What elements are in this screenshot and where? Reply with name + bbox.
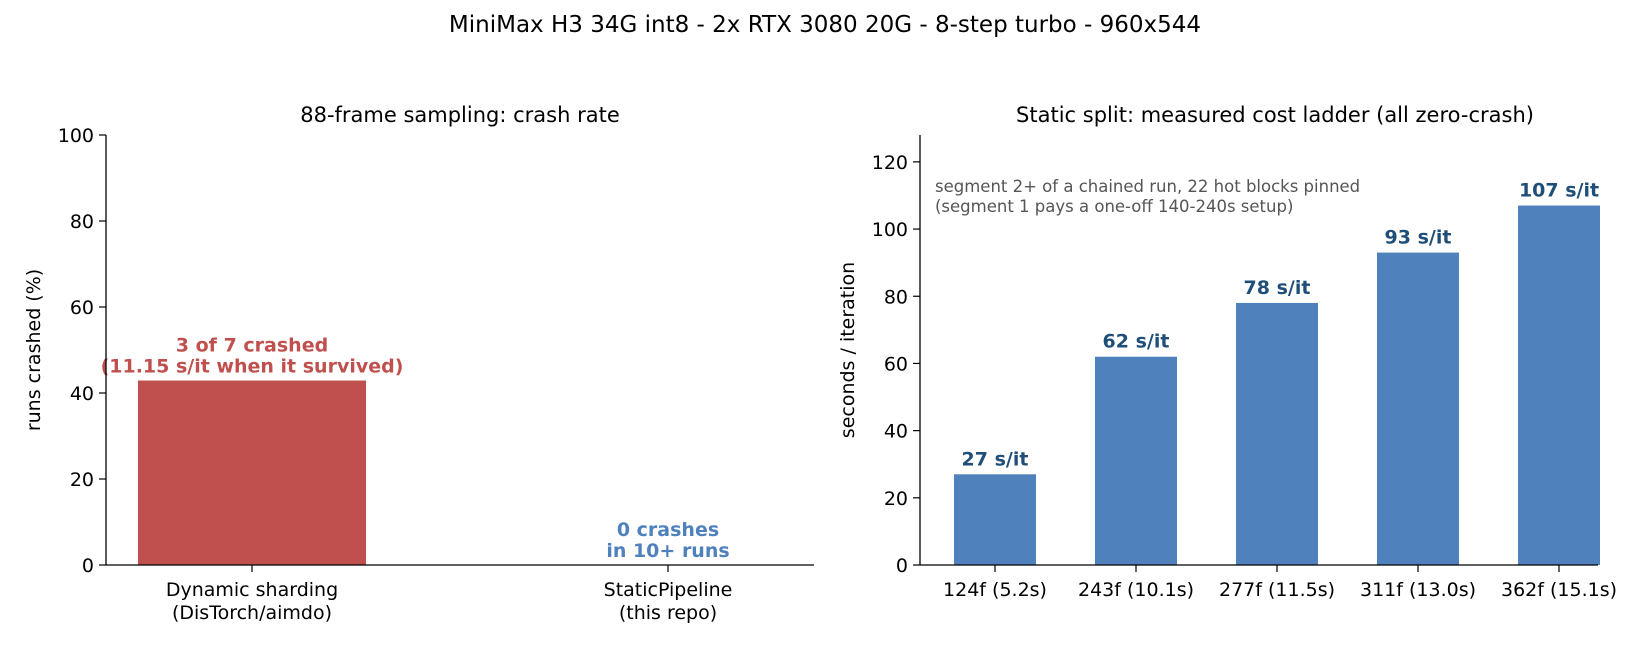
right-y-tick-label: 100 [872,219,908,241]
crash-rate-chart: 88-frame sampling: crash rate runs crash… [23,103,814,624]
right-y-axis-label: seconds / iteration [837,262,859,438]
cost-ladder-chart: Static split: measured cost ladder (all … [837,103,1617,601]
left-x-tick-label: StaticPipeline [604,579,733,601]
cost-data-label: 107 s/it [1519,180,1599,202]
cost-bar [1518,205,1600,565]
left-x-tick-label: (this repo) [619,602,717,624]
cost-bar [1095,356,1177,565]
right-y-tick-label: 80 [884,286,908,308]
left-y-tick-label: 40 [70,383,94,405]
cost-data-label: 27 s/it [962,448,1029,470]
left-y-ticks: 0 20 40 60 80 100 [58,125,106,577]
left-x-ticks: Dynamic sharding(DisTorch/aimdo) StaticPi… [166,565,733,624]
cost-data-label: 62 s/it [1103,331,1170,353]
right-x-tick-label: 277f (11.5s) [1219,579,1335,601]
right-bars [954,205,1600,565]
left-annotations: 3 of 7 crashed(11.15 s/it when it surviv… [101,335,730,562]
right-x-tick-label: 124f (5.2s) [943,579,1047,601]
cost-data-label: 93 s/it [1385,227,1452,249]
left-chart-title: 88-frame sampling: crash rate [300,103,620,127]
right-y-ticks: 0 20 40 60 80 100 120 [872,152,920,577]
cost-note-line-2: (segment 1 pays a one-off 140-240s setup… [935,197,1293,216]
left-y-tick-label: 60 [70,297,94,319]
cost-data-label: 78 s/it [1244,277,1311,299]
right-x-tick-label: 362f (15.1s) [1501,579,1617,601]
cost-bar [954,474,1036,565]
crash-annotation: 3 of 7 crashed [176,335,328,357]
left-y-tick-label: 0 [82,555,94,577]
cost-note-line-1: segment 2+ of a chained run, 22 hot bloc… [935,177,1360,196]
right-data-labels: 27 s/it 62 s/it 78 s/it 93 s/it 107 s/it [962,180,1600,471]
left-y-tick-label: 80 [70,211,94,233]
figure-title: MiniMax H3 34G int8 - 2x RTX 3080 20G - … [449,12,1201,38]
left-y-tick-label: 100 [58,125,94,147]
left-x-tick-label: Dynamic sharding [166,579,338,601]
right-y-tick-label: 0 [896,555,908,577]
crash-annotation: 0 crashes [617,519,719,541]
left-y-axis-label: runs crashed (%) [23,269,45,431]
right-x-ticks: 124f (5.2s) 243f (10.1s) 277f (11.5s) 311f … [943,565,1617,601]
right-x-tick-label: 243f (10.1s) [1078,579,1194,601]
right-y-tick-label: 60 [884,353,908,375]
left-y-tick-label: 20 [70,469,94,491]
cost-bar [1236,302,1318,565]
right-y-tick-label: 120 [872,152,908,174]
left-x-tick-label: (DisTorch/aimdo) [172,602,332,624]
right-y-tick-label: 40 [884,421,908,443]
crash-annotation: (11.15 s/it when it survived) [101,356,404,378]
right-x-tick-label: 311f (13.0s) [1360,579,1476,601]
right-chart-title: Static split: measured cost ladder (all … [1016,103,1534,127]
right-y-tick-label: 20 [884,488,908,510]
crash-rate-bar [138,380,366,565]
left-bars [138,380,366,565]
crash-annotation: in 10+ runs [606,540,729,562]
cost-bar [1377,252,1459,565]
